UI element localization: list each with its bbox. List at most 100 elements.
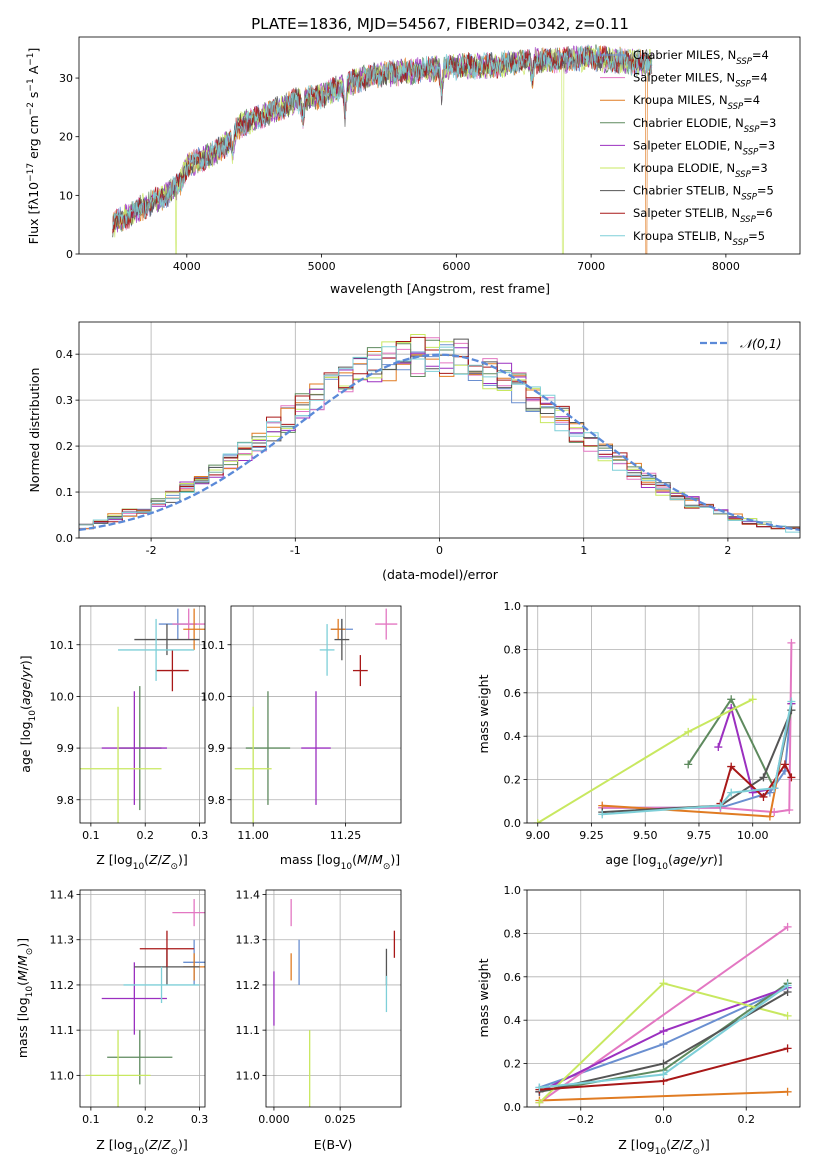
weight-marker — [783, 1044, 792, 1053]
y-tick-label: 0 — [66, 248, 73, 261]
weight-marker — [783, 922, 792, 931]
label-part: ( — [352, 852, 357, 867]
axes-frame — [265, 889, 402, 1108]
label-part: mass [log — [15, 997, 30, 1058]
legend-label: Kroupa STELIB, NSSP=5 — [633, 229, 765, 248]
weight-marker — [780, 760, 789, 769]
x-tick-label: 9.75 — [687, 829, 712, 842]
label-part: −2 — [26, 102, 36, 115]
errorbar-point — [118, 618, 195, 681]
weight-marker — [659, 979, 668, 988]
x-tick-label: 0.000 — [258, 1113, 290, 1126]
label-part: Z — [148, 852, 158, 867]
label-part: erg cm — [26, 115, 41, 163]
y-tick-label: 10.0 — [201, 690, 226, 703]
y-tick-label: 11.2 — [236, 979, 261, 992]
legend-text: Salpeter ELODIE, N — [633, 138, 743, 152]
label-part: 10 — [133, 862, 145, 872]
weight-marker — [535, 1098, 544, 1107]
legend-label: Chabrier ELODIE, NSSP=3 — [633, 116, 776, 135]
label-part: M — [357, 852, 368, 867]
legend-text: Kroupa MILES, N — [633, 93, 728, 107]
legend-value: =6 — [756, 206, 773, 220]
x-tick-label: 0.2 — [737, 1113, 755, 1126]
weight-marker — [659, 1070, 668, 1079]
errorbar-point — [156, 649, 189, 692]
hist-x-label: (data-model)/error — [382, 567, 499, 582]
plot-area — [533, 638, 796, 823]
weight-marker — [783, 981, 792, 990]
normal-reference-curve — [79, 353, 800, 532]
y-tick-label: 0.0 — [56, 532, 74, 545]
label-part: M — [15, 955, 30, 966]
legend-label: Salpeter STELIB, NSSP=6 — [633, 206, 773, 225]
label-part: ( — [668, 852, 673, 867]
y-tick-label: 0.4 — [504, 730, 522, 743]
p3-x-label: Z [log10(Z/Z⊙)] — [96, 852, 188, 872]
label-part: Z — [161, 1137, 171, 1152]
legend-text: Salpeter MILES, N — [633, 71, 735, 85]
axes-frame — [230, 605, 402, 824]
legend-sub: SSP — [735, 170, 751, 180]
legend-sub: SSP — [735, 80, 751, 90]
histogram-step — [79, 334, 800, 530]
weight-marker — [783, 1087, 792, 1096]
weight-marker — [684, 727, 693, 736]
label-part: ⊙ — [383, 862, 391, 872]
label-part: M — [372, 852, 383, 867]
y-tick-label: 11.3 — [236, 934, 261, 947]
y-tick-label: 0.8 — [504, 927, 522, 940]
errorbar-point — [234, 706, 272, 823]
errorbar-point — [139, 930, 195, 967]
label-part: age [log — [605, 852, 656, 867]
x-tick-label: 9.50 — [633, 829, 658, 842]
errorbar-point — [123, 966, 200, 1004]
legend-label: Kroupa ELODIE, NSSP=3 — [633, 161, 768, 180]
y-tick-label: 9.9 — [57, 742, 75, 755]
p6-y-label: mass [log10(M/M⊙)] — [15, 938, 35, 1058]
spectrum-x-label: wavelength [Angstrom, rest frame] — [330, 281, 550, 296]
weight-line — [539, 1090, 788, 1102]
weight-marker — [684, 760, 693, 769]
errorbar-point — [245, 691, 291, 805]
axes-frame — [78, 321, 801, 539]
weight-marker — [787, 638, 796, 647]
x-tick-label: 9.00 — [525, 829, 550, 842]
label-part: / — [696, 852, 701, 867]
label-part: ⊙ — [170, 862, 178, 872]
y-tick-label: 9.8 — [208, 794, 226, 807]
label-part: )] — [700, 1137, 710, 1152]
label-part: )] — [713, 852, 723, 867]
x-tick-label: 0.1 — [82, 829, 100, 842]
legend-label: Salpeter MILES, NSSP=4 — [633, 71, 768, 90]
legend-value: =5 — [748, 229, 765, 243]
axes-frame — [526, 605, 801, 824]
label-part: age [log — [18, 721, 33, 772]
errorbar-point — [319, 624, 335, 676]
axes-4: 11.00 11.25 9.8 9.9 10.0 10.1 — [201, 605, 402, 842]
y-tick-label: 10.0 — [50, 690, 75, 703]
axes-1: 4000 5000 6000 7000 8000 0 10 20 30 — [59, 36, 801, 273]
legend-sub: SSP — [736, 57, 752, 67]
x-tick-label: 0.025 — [324, 1113, 356, 1126]
x-tick-label: 9.25 — [579, 829, 604, 842]
weight-line — [602, 703, 793, 809]
label-part: 10 — [133, 1147, 145, 1157]
legend-sub: SSP — [744, 125, 760, 135]
y-tick-label: 1.0 — [504, 884, 522, 897]
legend-sub: SSP — [733, 238, 749, 248]
errorbar-point — [330, 618, 346, 640]
y-tick-label: 0.6 — [504, 971, 522, 984]
spectrum-y-label: Flux [fλ10−17 erg cm−2 s−1 A−1] — [26, 48, 41, 245]
label-part: Z — [670, 1137, 680, 1152]
label-part: )] — [178, 1137, 188, 1152]
label-part: Z — [161, 852, 171, 867]
y-tick-label: 9.8 — [57, 794, 75, 807]
label-part: ( — [144, 852, 149, 867]
label-part: / — [158, 852, 163, 867]
y-tick-label: 0.4 — [504, 1014, 522, 1027]
label-part: / — [18, 677, 33, 682]
y-tick-label: 0.0 — [504, 817, 522, 830]
hist-y-label: Normed distribution — [27, 368, 42, 493]
